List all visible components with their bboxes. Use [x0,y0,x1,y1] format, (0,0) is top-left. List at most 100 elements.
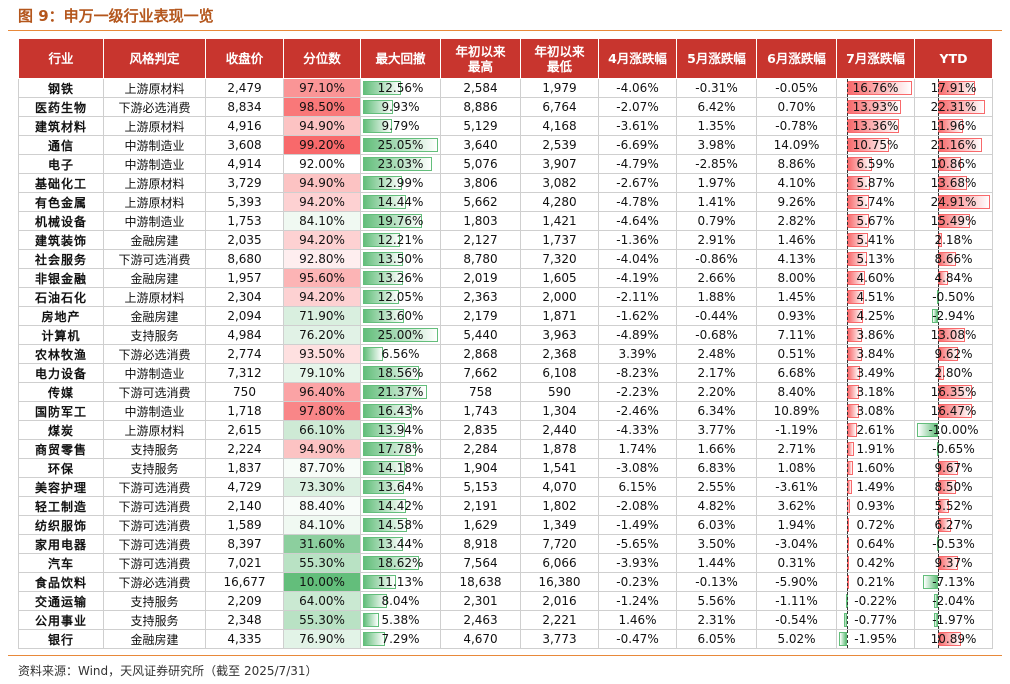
cell-text: 21.16% [930,138,977,152]
table-cell: 9.62% [914,344,993,364]
table-cell: 中游制造业 [103,363,206,383]
data-bar [363,100,393,114]
table-cell: 6.27% [914,515,993,535]
bar-axis [846,459,848,477]
cell-text: 97.10% [299,81,345,95]
table-cell: 4.25% [836,306,915,326]
table-cell: -1.49% [598,515,677,535]
cell-text: 750 [233,385,256,399]
table-cell: 金融房建 [103,629,206,649]
table-cell: -1.19% [756,420,837,440]
bar-axis [846,535,848,553]
table-cell: 6.42% [676,97,757,117]
table-row: 银行 金融房建 4,335 76.90% 7.29% 4,670 3,773 -0.47% 6.… [18,629,993,649]
table-cell: 18,638 [440,572,521,592]
cell-text: 汽车 [47,556,74,571]
cell-text: 上游原材料 [124,176,185,191]
cell-text: 1,589 [227,518,262,532]
cell-text: 9.62% [934,347,973,361]
cell-text: 5.41% [856,233,895,247]
table-cell: 2,140 [205,496,284,516]
cell-text: 87.70% [299,461,345,475]
cell-text: 有色金属 [34,195,87,210]
table-cell: 2,209 [205,591,284,611]
cell-text: -0.50% [932,290,975,304]
industry-cell: 石油石化 [18,287,104,307]
table-cell: 下游可选消费 [103,382,206,402]
table-cell: 2,463 [440,610,521,630]
data-bar [363,537,404,551]
cell-text: 2.91% [697,233,736,247]
table-cell: 下游可选消费 [103,534,206,554]
cell-text: 92.00% [299,157,345,171]
cell-text: 4,335 [227,632,262,646]
cell-text: 5.52% [934,499,973,513]
cell-text: 4.60% [856,271,895,285]
data-bar [363,404,413,418]
bar-axis [937,269,939,287]
cell-text: -4.78% [616,195,659,209]
cell-text: 1,878 [542,442,577,456]
cell-text: 13.93% [852,100,899,114]
cell-text: 2,221 [542,613,577,627]
column-header: 5月涨跌幅 [676,38,757,79]
table-cell: -3.04% [756,534,837,554]
column-header-text: 行业 [48,51,74,66]
table-cell: 96.40% [283,382,361,402]
bar-axis [937,288,939,306]
cell-text: 17.91% [930,81,977,95]
cell-text: -4.19% [616,271,659,285]
column-header-text: YTD [939,51,968,66]
table-cell: 4.82% [676,496,757,516]
table-cell: 10.00% [283,572,361,592]
table-cell: 2.31% [676,610,757,630]
table-cell: 1,743 [440,401,521,421]
table-cell: 5.38% [360,610,441,630]
cell-text: 4.51% [856,290,895,304]
cell-text: 9.37% [934,556,973,570]
table-cell: 4,280 [520,192,599,212]
table-cell: 2,479 [205,78,284,98]
table-cell: -1.95% [836,629,915,649]
bar-axis [846,231,848,249]
cell-text: 18.62% [377,556,424,570]
industry-cell: 电子 [18,154,104,174]
cell-text: 0.51% [777,347,816,361]
table-cell: 6,066 [520,553,599,573]
cell-text: 0.31% [777,556,816,570]
cell-text: 16.76% [852,81,899,95]
table-cell: 下游可选消费 [103,515,206,535]
table-row: 非银金融 金融房建 1,957 95.60% 13.26% 2,019 1,605 -4.19… [18,268,993,288]
source-note: 资料来源：Wind，天风证券研究所（截至 2025/7/31） [18,664,318,678]
cell-text: 2.31% [697,613,736,627]
cell-text: 98.50% [299,100,345,114]
table-cell: -0.78% [756,116,837,136]
column-header: 年初以来 最高 [440,38,521,79]
industry-cell: 社会服务 [18,249,104,269]
table-cell: 3,729 [205,173,284,193]
cell-text: 7,021 [227,556,262,570]
cell-text: 8.86% [777,157,816,171]
bar-axis [937,250,939,268]
cell-text: 中游制造业 [124,404,185,419]
cell-text: -2.04% [932,594,975,608]
table-cell: 11.96% [914,116,993,136]
cell-text: 8.66% [934,252,973,266]
cell-text: 1,871 [542,309,577,323]
table-cell: 0.79% [676,211,757,231]
table-cell: 1.74% [598,439,677,459]
cell-text: 84.10% [299,214,345,228]
table-cell: 7.29% [360,629,441,649]
bar-axis [937,136,939,154]
bar-axis [937,535,939,553]
cell-text: 通信 [47,138,74,153]
table-cell: 97.10% [283,78,361,98]
table-cell: -0.86% [676,249,757,269]
data-bar [363,119,393,133]
cell-text: 14.18% [377,461,424,475]
industry-cell: 非银金融 [18,268,104,288]
data-bar [363,575,397,589]
bar-axis [937,592,939,610]
cell-text: 1,957 [227,271,262,285]
cell-text: 支持服务 [130,442,179,457]
